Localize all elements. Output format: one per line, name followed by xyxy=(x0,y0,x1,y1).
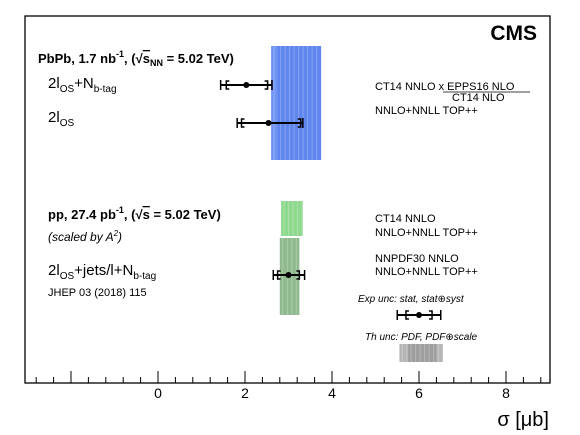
pbpb-theory-0-label: CT14 NNLO x EPPS16 NLO xyxy=(375,81,515,93)
pp-theory-1-label: NNLO+NNLL TOP++ xyxy=(375,227,478,239)
pbpb-theory-0-denominator: CT14 NLO xyxy=(452,92,505,104)
x-tick-label: 6 xyxy=(415,385,423,401)
pp-point-marker xyxy=(285,272,292,278)
x-tick-label: 8 xyxy=(502,385,510,401)
legend-exp-point xyxy=(396,310,442,320)
pbpb-label-btag: 2lOS+Nb-tag xyxy=(48,75,117,95)
pp-header: pp, 27.4 pb-1, (√s = 5.02 TeV) xyxy=(48,205,221,222)
pbpb-label-os: 2lOS xyxy=(48,109,74,129)
pp-point xyxy=(272,270,306,280)
legend-exp-point-stat-cap xyxy=(405,310,409,320)
pp-theory-band-ct14-fill xyxy=(281,201,303,236)
pp-theory-0-label: CT14 NNLO xyxy=(375,213,436,225)
x-tick-label: 2 xyxy=(241,385,249,401)
legend-th-text: Th unc: PDF, PDF⊕scale xyxy=(365,332,478,343)
pp-point-stat-cap xyxy=(276,270,281,280)
pbpb-point-btag-stat-cap xyxy=(225,80,230,90)
legend-th-band-inner-fill xyxy=(408,344,437,362)
pp-label: 2lOS+jets/l+Nb-tag xyxy=(48,262,156,282)
pbpb-point-os-marker xyxy=(265,120,272,126)
legend-th-band-inner xyxy=(408,344,437,362)
pp-theory-band-ct14 xyxy=(281,201,303,236)
x-tick-label: 4 xyxy=(328,385,336,401)
pp-point-stat-cap xyxy=(296,270,301,280)
pbpb-theory-band-ct14-fill xyxy=(277,46,322,160)
pbpb-point-btag-marker xyxy=(243,82,250,88)
pbpb-point-btag-stat-cap xyxy=(264,80,269,90)
experiment-label: CMS xyxy=(490,22,537,45)
pp-reference: JHEP 03 (2018) 115 xyxy=(48,287,147,299)
x-axis-label: σ [μb] xyxy=(497,409,549,431)
legend-exp-point-marker xyxy=(416,312,422,318)
theory-bands xyxy=(271,46,444,362)
pbpb-theory-1-label: NNLO+NNLL TOP++ xyxy=(375,105,478,117)
pbpb-theory-band-ct14 xyxy=(277,46,322,160)
plot-frame xyxy=(24,15,551,384)
pp-scaling-note: (scaled by A2) xyxy=(48,229,122,244)
legend-exp-point-stat-cap xyxy=(429,310,433,320)
pbpb-header: PbPb, 1.7 nb-1, (√sNN = 5.02 TeV) xyxy=(38,49,234,68)
pp-theory-3-label: NNLO+NNLL TOP++ xyxy=(375,266,478,278)
x-axis: 0 2 4 6 8 xyxy=(35,371,542,401)
pbpb-point-os xyxy=(236,118,304,128)
x-tick-label: 0 xyxy=(154,385,162,401)
measurement-points xyxy=(219,80,442,320)
pbpb-point-os-stat-cap xyxy=(297,118,302,128)
legend-exp-text: Exp unc: stat, stat⊕syst xyxy=(358,294,465,305)
pbpb-point-btag xyxy=(219,80,273,90)
pbpb-point-os-stat-cap xyxy=(240,118,245,128)
pp-theory-2-label: NNPDF30 NNLO xyxy=(375,253,459,265)
